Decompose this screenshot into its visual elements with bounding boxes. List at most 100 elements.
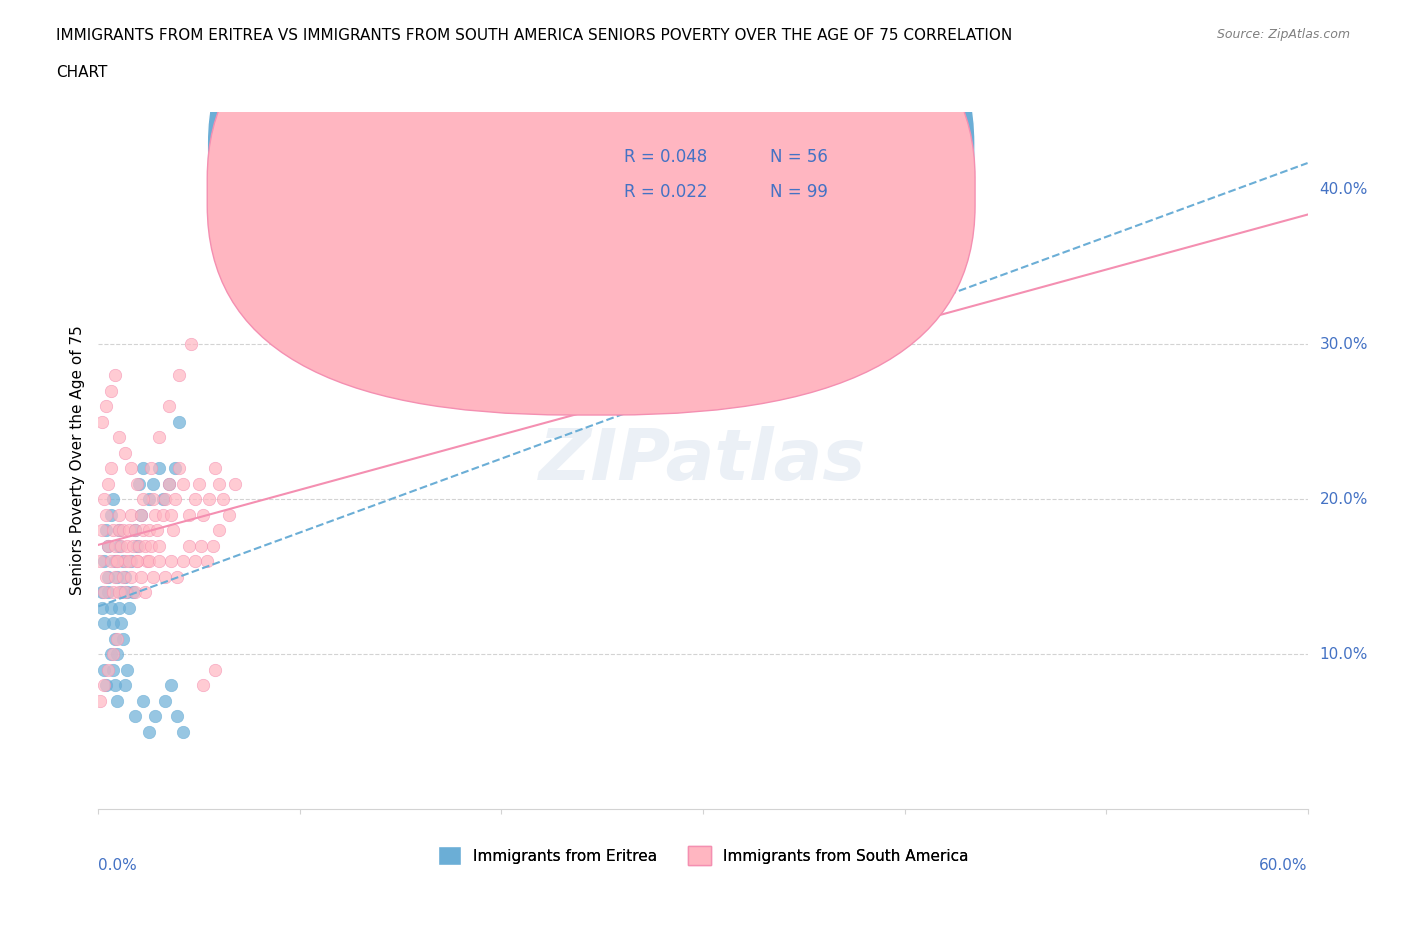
Point (129, 507, 152, 522)
Point (121, 585, 143, 600)
Point (162, 523, 184, 538)
Point (100, 600, 122, 615)
Point (111, 631, 134, 646)
Point (132, 523, 155, 538)
Point (115, 662, 138, 677)
Point (97, 569, 120, 584)
Point (101, 492, 124, 507)
Point (91, 523, 114, 538)
Point (107, 585, 129, 600)
Text: IMMIGRANTS FROM ERITREA VS IMMIGRANTS FROM SOUTH AMERICA SENIORS POVERTY OVER TH: IMMIGRANTS FROM ERITREA VS IMMIGRANTS FR… (56, 28, 1012, 43)
Point (107, 523, 129, 538)
Point (167, 460, 190, 475)
Point (138, 724, 160, 739)
Point (107, 538, 129, 553)
Point (97, 538, 120, 553)
Point (105, 631, 128, 646)
Point (96, 523, 118, 538)
Point (148, 460, 170, 475)
Point (135, 553, 157, 568)
Point (132, 460, 155, 475)
Point (160, 507, 183, 522)
Point (129, 507, 152, 522)
Point (96, 507, 118, 522)
Point (114, 569, 136, 584)
Point (124, 523, 146, 538)
Point (107, 600, 129, 615)
Point (120, 553, 142, 568)
Point (148, 430, 170, 445)
Point (146, 523, 169, 538)
Point (100, 553, 122, 568)
Point (160, 678, 183, 693)
Point (124, 523, 146, 538)
Point (157, 476, 180, 491)
Point (163, 460, 186, 475)
Text: 0.0%: 0.0% (98, 857, 138, 873)
Point (142, 476, 165, 491)
Point (138, 523, 160, 538)
Point (139, 460, 162, 475)
Point (138, 492, 160, 507)
Point (101, 523, 124, 538)
Point (184, 553, 207, 568)
Point (111, 523, 134, 538)
Point (153, 569, 176, 584)
Point (105, 553, 128, 568)
Point (120, 460, 142, 475)
Point (166, 569, 188, 584)
Point (120, 569, 142, 584)
Point (172, 476, 194, 491)
Point (212, 492, 235, 507)
Point (157, 476, 180, 491)
Point (91, 585, 114, 600)
Point (103, 569, 125, 584)
Point (105, 569, 128, 584)
Point (93, 678, 115, 693)
Point (118, 600, 141, 615)
Point (89, 553, 111, 568)
Point (100, 383, 122, 398)
Point (121, 538, 143, 553)
Text: R = 0.022: R = 0.022 (624, 183, 707, 201)
Point (172, 724, 194, 739)
Point (208, 523, 231, 538)
Point (111, 553, 134, 568)
Point (107, 523, 129, 538)
Point (93, 616, 115, 631)
Point (125, 538, 148, 553)
Point (148, 538, 170, 553)
Point (125, 553, 148, 568)
Point (101, 585, 124, 600)
Point (198, 492, 221, 507)
Point (118, 553, 141, 568)
Point (224, 476, 246, 491)
Point (195, 553, 218, 568)
Text: N = 56: N = 56 (769, 148, 827, 166)
Point (105, 693, 128, 708)
Point (97, 538, 120, 553)
Point (105, 553, 128, 568)
Point (93, 662, 115, 677)
Point (125, 553, 148, 568)
Text: 60.0%: 60.0% (1260, 857, 1308, 873)
Point (93, 492, 115, 507)
Text: 10.0%: 10.0% (1320, 646, 1368, 661)
Text: Source: ZipAtlas.com: Source: ZipAtlas.com (1216, 28, 1350, 41)
Point (103, 631, 125, 646)
Point (148, 553, 170, 568)
Point (188, 476, 211, 491)
Point (184, 492, 207, 507)
Point (100, 646, 122, 661)
Point (218, 507, 240, 522)
Point (138, 553, 160, 568)
Point (190, 538, 212, 553)
Point (110, 616, 132, 631)
Point (153, 492, 176, 507)
Point (179, 507, 201, 522)
Point (152, 507, 174, 522)
Point (110, 585, 132, 600)
Point (114, 445, 136, 460)
Point (143, 507, 166, 522)
Point (101, 616, 124, 631)
